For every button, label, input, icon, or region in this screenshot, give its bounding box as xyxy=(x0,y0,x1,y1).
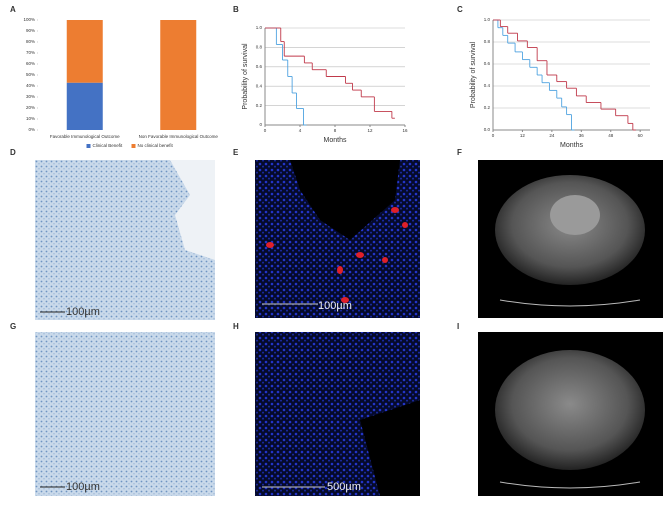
scale-bar-label: 100µm xyxy=(66,481,100,493)
ct-table xyxy=(499,299,641,307)
y-tick-label: 0.0 xyxy=(484,127,491,132)
scale-bar-label: 500µm xyxy=(327,481,361,493)
y-tick-label: 0.8 xyxy=(256,45,263,50)
panel-label: B xyxy=(233,5,239,14)
tissue-gap xyxy=(170,160,215,260)
y-tick-label: 0 xyxy=(259,122,262,127)
legend-label: No clinical benefit xyxy=(138,143,174,148)
y-tick-label: 90% xyxy=(26,28,35,33)
y-tick-label: 0% xyxy=(28,127,35,132)
legend-label: Clinical Benefit xyxy=(93,143,124,148)
panel-label: A xyxy=(10,5,16,14)
y-tick-label: 40% xyxy=(26,83,35,88)
y-tick-label: 1.0 xyxy=(484,17,491,22)
bar-segment xyxy=(66,82,103,130)
x-tick-label: 0 xyxy=(264,128,267,133)
x-tick-label: 24 xyxy=(549,133,555,138)
y-tick-label: 0.4 xyxy=(484,83,491,88)
scale-bar-label: 100µm xyxy=(318,300,352,312)
x-tick-label: 48 xyxy=(608,133,614,138)
y-tick-label: 0.2 xyxy=(484,105,491,110)
x-tick-label: 36 xyxy=(579,133,585,138)
x-axis-label: Months xyxy=(324,137,347,144)
x-tick-label: 0 xyxy=(492,133,495,138)
y-tick-label: 0.8 xyxy=(484,39,491,44)
x-tick-label: 12 xyxy=(520,133,526,138)
panel-label: F xyxy=(457,148,462,157)
legend-swatch xyxy=(131,144,136,148)
red-cells xyxy=(266,207,408,303)
y-tick-label: 1.0 xyxy=(256,25,263,30)
y-tick-label: 0.6 xyxy=(256,64,263,69)
x-tick-label: 60 xyxy=(638,133,644,138)
y-tick-label: 20% xyxy=(26,105,35,110)
x-tick-label: 4 xyxy=(299,128,302,133)
y-tick-label: 10% xyxy=(26,116,35,121)
ct-table xyxy=(499,481,641,489)
y-axis-label: Probability of survival xyxy=(470,41,477,108)
y-tick-label: 0.2 xyxy=(256,103,263,108)
ct-mass xyxy=(550,195,600,235)
x-tick-label: 8 xyxy=(334,128,337,133)
y-tick-label: 0.6 xyxy=(484,61,491,66)
y-tick-label: 30% xyxy=(26,94,35,99)
bar-segment xyxy=(160,20,197,130)
panel-label: G xyxy=(10,322,16,331)
legend-swatch xyxy=(86,144,91,148)
panel-label: E xyxy=(233,148,239,157)
x-tick-label: Non Favorable Immunological Outcome xyxy=(139,134,219,139)
scale-bar-label: 100µm xyxy=(66,306,100,318)
x-tick-label: 12 xyxy=(367,128,373,133)
panel-label: H xyxy=(233,322,239,331)
ct-body xyxy=(495,350,645,470)
y-tick-label: 100% xyxy=(23,17,35,22)
y-tick-label: 0.4 xyxy=(256,83,263,88)
panel-label: I xyxy=(457,322,459,331)
panel-label: D xyxy=(10,148,16,157)
y-tick-label: 70% xyxy=(26,50,35,55)
dark-area xyxy=(360,400,420,496)
y-axis-label: Probability of survival xyxy=(242,43,249,110)
panel-label: C xyxy=(457,5,463,14)
y-tick-label: 80% xyxy=(26,39,35,44)
x-tick-label: 16 xyxy=(402,128,408,133)
x-axis-label: Months xyxy=(560,142,583,149)
ihc-image xyxy=(35,332,215,496)
x-tick-label: Favorable Immunological Outcome xyxy=(50,134,120,139)
dark-area xyxy=(290,160,400,240)
y-tick-label: 60% xyxy=(26,61,35,66)
y-tick-label: 50% xyxy=(26,72,35,77)
bar-segment xyxy=(66,20,103,83)
